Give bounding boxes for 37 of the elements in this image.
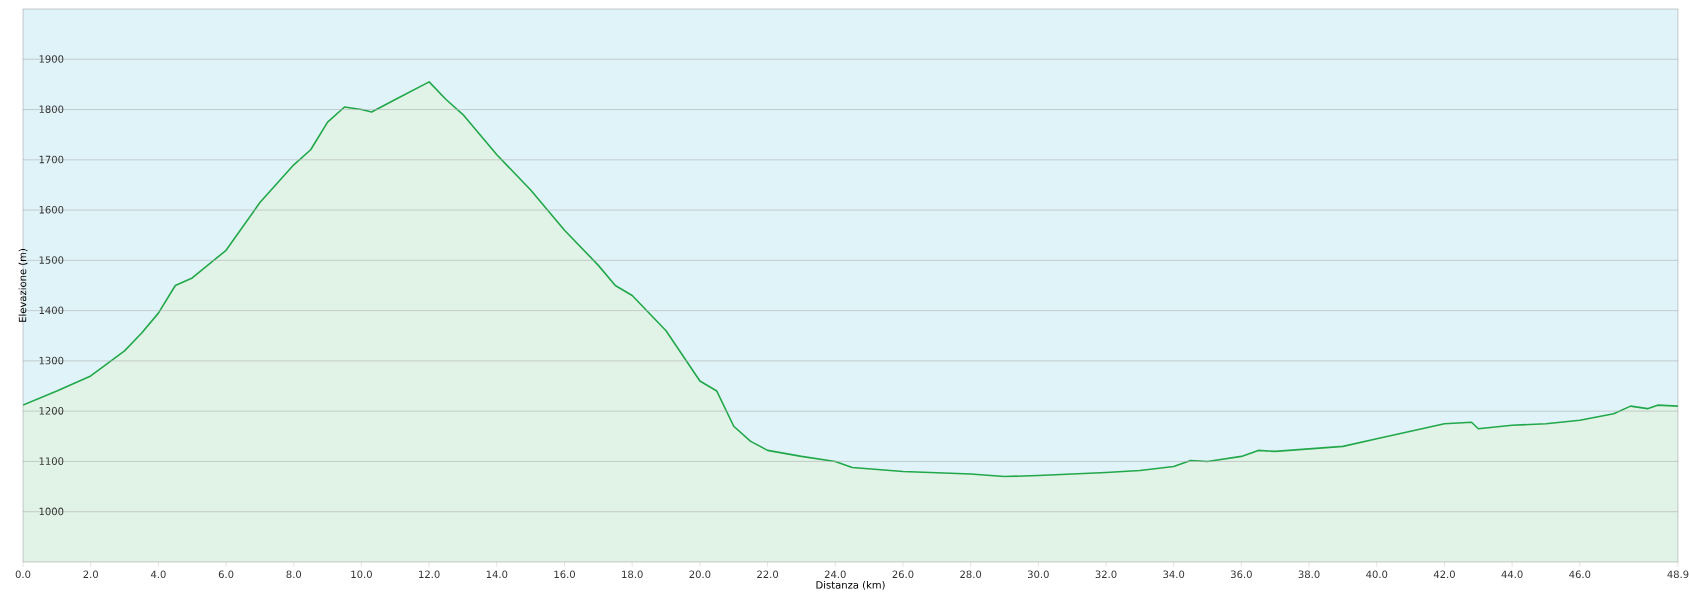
x-axis-title: Distanza (km) xyxy=(816,580,885,590)
x-tick-label: 44.0 xyxy=(1501,570,1523,579)
y-axis-title: Elevazione (m) xyxy=(18,249,28,322)
x-tick-label: 30.0 xyxy=(1027,570,1049,579)
x-tick-label: 0.0 xyxy=(15,570,31,579)
y-tick-label: 1600 xyxy=(39,205,64,214)
x-tick-label: 18.0 xyxy=(622,570,643,579)
x-tick-label: 14.0 xyxy=(486,570,508,579)
y-tick-label: 1300 xyxy=(39,356,64,365)
x-tick-label: 38.0 xyxy=(1298,570,1320,579)
x-tick-label: 24.0 xyxy=(824,570,846,579)
x-tick-label: 28.0 xyxy=(960,570,982,579)
y-tick-label: 1100 xyxy=(39,457,64,465)
y-tick-label: 1400 xyxy=(39,306,64,315)
x-tick-label: 32.0 xyxy=(1095,570,1117,579)
y-tick-label: 1800 xyxy=(39,105,64,113)
x-tick-label: 10.0 xyxy=(351,570,372,579)
y-tick-label: 1900 xyxy=(39,55,64,63)
x-tick-label: 34.0 xyxy=(1163,570,1185,579)
x-tick-label: 2.0 xyxy=(83,570,98,579)
x-tick-label: 16.0 xyxy=(554,570,575,579)
x-tick-label: 40.0 xyxy=(1366,570,1388,579)
x-tick-label: 20.0 xyxy=(689,570,711,579)
x-tick-label: 4.0 xyxy=(150,570,166,579)
x-tick-label: 6.0 xyxy=(218,570,234,579)
x-tick-label: 8.0 xyxy=(286,570,302,579)
x-tick-label: 48.9 xyxy=(1667,570,1689,579)
x-tick-label: 26.0 xyxy=(892,570,914,579)
x-tick-label: 12.0 xyxy=(419,570,440,579)
y-tick-label: 1200 xyxy=(39,407,64,415)
y-tick-label: 1000 xyxy=(39,507,64,516)
x-tick-label: 22.0 xyxy=(757,570,779,579)
x-tick-label: 42.0 xyxy=(1433,570,1455,579)
x-tick-label: 46.0 xyxy=(1569,570,1591,579)
x-tick-label: 36.0 xyxy=(1231,570,1252,579)
y-tick-label: 1700 xyxy=(39,155,64,164)
y-tick-label: 1500 xyxy=(39,256,64,264)
